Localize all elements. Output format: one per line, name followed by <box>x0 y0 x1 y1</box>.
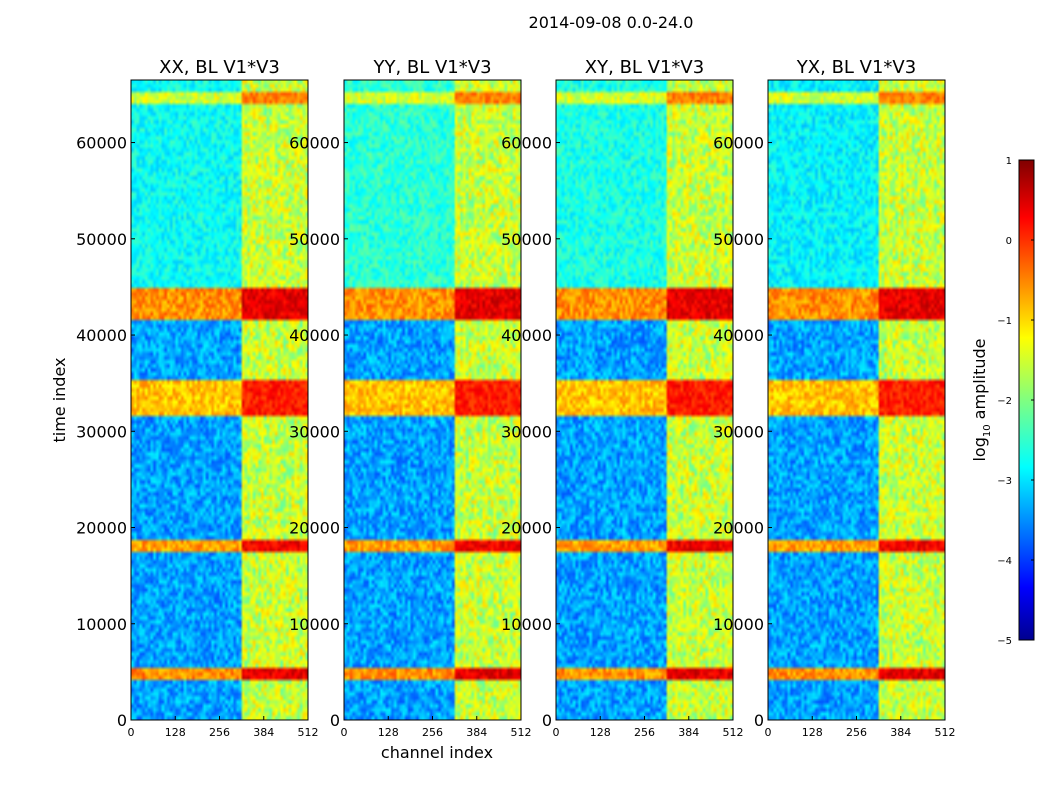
x-tick-label: 384 <box>678 726 699 739</box>
colorbar-tick-label: −1 <box>997 316 1012 327</box>
colorbar-tick-label: 0 <box>1006 236 1012 247</box>
x-tick-label: 0 <box>553 726 560 739</box>
heatmap-panel: YX, BL V1*V3 0 128 256 384 512 0 10000 20000 3000… <box>713 57 955 739</box>
y-tick-label: 0 <box>754 711 764 730</box>
y-tick-label: 20000 <box>76 519 127 538</box>
y-tick-label: 10000 <box>76 615 127 634</box>
x-tick-label: 256 <box>209 726 230 739</box>
x-tick-label: 384 <box>466 726 487 739</box>
panel-title: XY, BL V1*V3 <box>585 57 704 78</box>
y-tick-label: 10000 <box>289 615 340 634</box>
heatmap-panel: YY, BL V1*V3 0 128 256 384 512 0 10000 20000 3000… <box>289 57 531 739</box>
colorbar-label-log: log <box>970 437 989 461</box>
x-tick-label: 384 <box>890 726 911 739</box>
panels: XX, BL V1*V3 0 128 256 384 512 0 10000 20000 3000… <box>76 57 955 739</box>
colorbar-ticks: 1 0 −1 −2 −3 −4 −5 <box>997 156 1034 647</box>
x-tick-label: 256 <box>422 726 443 739</box>
colorbar-label-subscript: 10 <box>982 424 993 437</box>
heatmap-image <box>344 80 521 720</box>
panel-title: YY, BL V1*V3 <box>372 57 491 78</box>
y-tick-label: 50000 <box>289 230 340 249</box>
heatmap-image <box>131 80 308 720</box>
y-tick-label: 30000 <box>76 422 127 441</box>
y-tick-label: 40000 <box>501 326 552 345</box>
heatmap-panel: XY, BL V1*V3 0 128 256 384 512 0 10000 20000 3000… <box>501 57 743 739</box>
x-axis-label: channel index <box>381 743 493 762</box>
colorbar-label-amplitude: amplitude <box>970 338 989 424</box>
y-tick-label: 60000 <box>289 134 340 153</box>
colorbar-tick-label: −5 <box>997 636 1012 647</box>
y-tick-label: 50000 <box>76 230 127 249</box>
y-tick-label: 30000 <box>501 422 552 441</box>
figure-title: 2014-09-08 0.0-24.0 <box>529 13 694 32</box>
x-tick-label: 256 <box>846 726 867 739</box>
x-tick-label: 512 <box>298 726 319 739</box>
heatmap-panel: XX, BL V1*V3 0 128 256 384 512 0 10000 20000 3000… <box>76 57 318 739</box>
y-tick-label: 0 <box>117 711 127 730</box>
heatmap-image <box>768 80 945 720</box>
y-tick-label: 0 <box>330 711 340 730</box>
y-tick-label: 30000 <box>289 422 340 441</box>
y-tick-label: 0 <box>542 711 552 730</box>
x-tick-label: 384 <box>253 726 274 739</box>
x-tick-label: 128 <box>802 726 823 739</box>
y-tick-label: 40000 <box>289 326 340 345</box>
colorbar-tick-label: −4 <box>997 556 1012 567</box>
x-tick-label: 0 <box>341 726 348 739</box>
x-tick-label: 128 <box>165 726 186 739</box>
x-tick-label: 0 <box>765 726 772 739</box>
colorbar-tick-label: 1 <box>1006 156 1012 167</box>
panel-title: YX, BL V1*V3 <box>796 57 916 78</box>
heatmap-image <box>556 80 733 720</box>
x-tick-label: 128 <box>378 726 399 739</box>
y-tick-label: 40000 <box>76 326 127 345</box>
colorbar-tick-label: −2 <box>997 396 1012 407</box>
y-tick-label: 60000 <box>76 134 127 153</box>
y-tick-label: 20000 <box>289 519 340 538</box>
y-tick-label: 20000 <box>501 519 552 538</box>
x-tick-label: 512 <box>723 726 744 739</box>
colorbar: 10−1−2−3−4−5 log10 amplitude <box>970 156 1035 647</box>
y-tick-label: 10000 <box>501 615 552 634</box>
y-tick-label: 50000 <box>501 230 552 249</box>
y-axis-label: time index <box>50 357 69 442</box>
colorbar-tick-label: −3 <box>997 476 1012 487</box>
y-tick-label: 60000 <box>713 134 764 153</box>
y-tick-label: 10000 <box>713 615 764 634</box>
y-tick-label: 40000 <box>713 326 764 345</box>
x-tick-label: 512 <box>511 726 532 739</box>
panel-title: XX, BL V1*V3 <box>159 57 280 78</box>
x-tick-label: 0 <box>128 726 135 739</box>
y-tick-label: 50000 <box>713 230 764 249</box>
y-tick-label: 60000 <box>501 134 552 153</box>
x-tick-label: 512 <box>935 726 956 739</box>
y-tick-label: 30000 <box>713 422 764 441</box>
x-tick-label: 256 <box>634 726 655 739</box>
colorbar-label: log10 amplitude <box>970 338 993 461</box>
x-tick-label: 128 <box>590 726 611 739</box>
y-tick-label: 20000 <box>713 519 764 538</box>
